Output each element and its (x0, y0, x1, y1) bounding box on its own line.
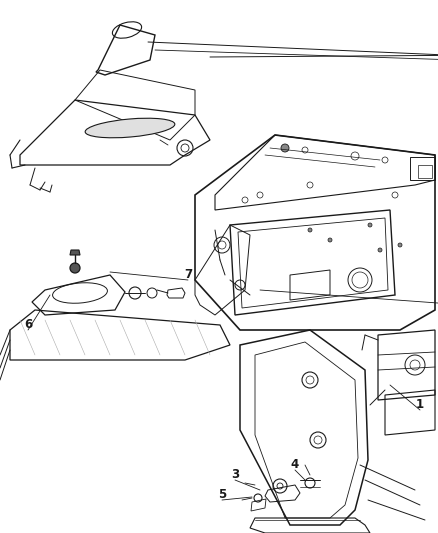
Text: 4: 4 (291, 458, 299, 472)
Circle shape (368, 223, 372, 227)
Text: 6: 6 (24, 319, 32, 332)
Text: 7: 7 (184, 269, 192, 281)
Polygon shape (70, 250, 80, 255)
Circle shape (328, 238, 332, 242)
Ellipse shape (85, 118, 175, 138)
Text: 5: 5 (218, 489, 226, 502)
Text: 1: 1 (416, 399, 424, 411)
Circle shape (70, 263, 80, 273)
Circle shape (281, 144, 289, 152)
Circle shape (398, 243, 402, 247)
Circle shape (378, 248, 382, 252)
Circle shape (308, 228, 312, 232)
Text: 3: 3 (231, 469, 239, 481)
